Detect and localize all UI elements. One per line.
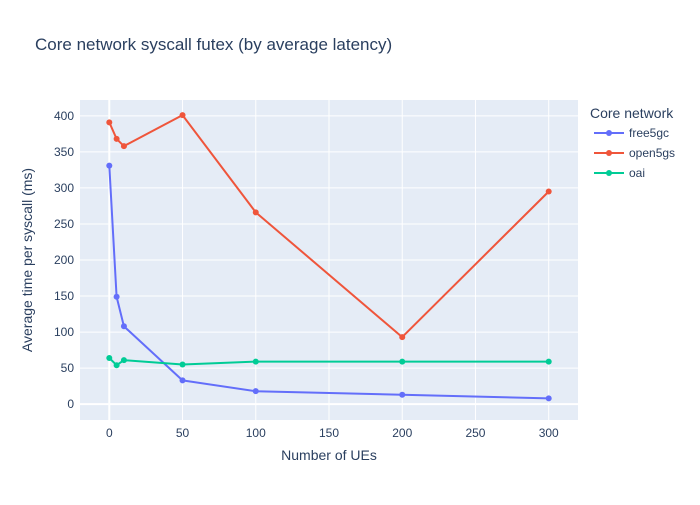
data-point-oai xyxy=(120,357,127,364)
chart-title: Core network syscall futex (by average l… xyxy=(35,35,392,54)
y-tick-label: 250 xyxy=(54,217,74,231)
x-tick-label: 250 xyxy=(465,426,485,440)
legend-swatch-marker xyxy=(606,130,612,136)
tick-layer: 0 50 100 150 200 250 300 0 50 100 150 200 250 300 350 4… xyxy=(54,109,559,440)
y-axis-title: Average time per syscall (ms) xyxy=(19,168,35,352)
data-point-open5gs xyxy=(252,209,259,216)
data-point-oai xyxy=(179,361,186,368)
y-tick-label: 100 xyxy=(54,325,74,339)
legend: Core network free5gc open5gs oai xyxy=(590,105,675,180)
legend-swatch-marker xyxy=(606,170,612,176)
x-tick-label: 300 xyxy=(539,426,559,440)
data-point-free5gc xyxy=(106,162,113,169)
series-layer xyxy=(106,112,552,402)
x-tick-label: 50 xyxy=(176,426,190,440)
y-tick-label: 150 xyxy=(54,289,74,303)
data-point-free5gc xyxy=(113,293,120,300)
legend-swatch-marker xyxy=(606,150,612,156)
grid-layer xyxy=(80,100,578,420)
y-tick-label: 350 xyxy=(54,145,74,159)
data-point-open5gs xyxy=(106,119,113,126)
series-free5gc xyxy=(106,162,552,402)
x-tick-label: 200 xyxy=(392,426,412,440)
y-tick-label: 300 xyxy=(54,181,74,195)
data-point-open5gs xyxy=(120,143,127,150)
data-point-open5gs xyxy=(399,334,406,341)
data-point-open5gs xyxy=(545,188,552,195)
legend-label: oai xyxy=(629,166,645,180)
data-point-free5gc xyxy=(120,323,127,330)
data-point-free5gc xyxy=(252,388,259,395)
data-point-open5gs xyxy=(113,135,120,142)
x-tick-label: 0 xyxy=(106,426,113,440)
data-point-free5gc xyxy=(179,377,186,384)
series-open5gs xyxy=(106,112,552,341)
x-tick-label: 150 xyxy=(319,426,339,440)
legend-item-open5gs: open5gs xyxy=(594,146,675,160)
data-point-open5gs xyxy=(179,112,186,119)
legend-item-oai: oai xyxy=(594,166,645,180)
legend-title: Core network xyxy=(590,105,674,121)
y-tick-label: 200 xyxy=(54,253,74,267)
y-tick-label: 400 xyxy=(54,109,74,123)
data-point-free5gc xyxy=(545,395,552,402)
data-point-oai xyxy=(113,362,120,369)
y-tick-label: 0 xyxy=(67,397,74,411)
legend-item-free5gc: free5gc xyxy=(594,126,669,140)
data-point-free5gc xyxy=(399,391,406,398)
legend-items: free5gc open5gs oai xyxy=(594,126,675,180)
legend-label: free5gc xyxy=(629,126,669,140)
y-tick-label: 50 xyxy=(61,361,75,375)
data-point-oai xyxy=(399,358,406,365)
legend-label: open5gs xyxy=(629,146,675,160)
x-axis-title: Number of UEs xyxy=(281,447,377,463)
data-point-oai xyxy=(106,355,113,362)
data-point-oai xyxy=(545,358,552,365)
x-tick-label: 100 xyxy=(246,426,266,440)
data-point-oai xyxy=(252,358,259,365)
series-oai xyxy=(106,355,552,369)
